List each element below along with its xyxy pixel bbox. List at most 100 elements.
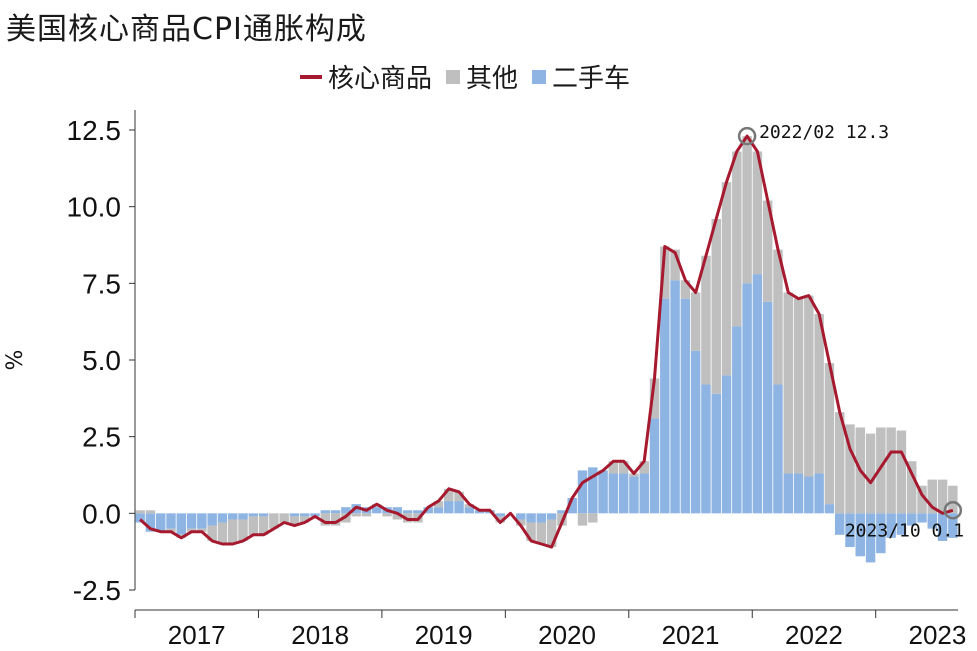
legend-item-used-cars: 二手车 bbox=[532, 58, 630, 95]
bar-used-cars bbox=[865, 513, 876, 563]
bar-other bbox=[711, 218, 721, 394]
bar-used-cars bbox=[701, 384, 711, 514]
bar-used-cars bbox=[783, 473, 793, 514]
bar-other bbox=[762, 200, 773, 302]
bar-used-cars bbox=[629, 476, 639, 514]
bar-used-cars bbox=[690, 350, 701, 514]
bar-used-cars bbox=[793, 473, 804, 514]
bar-used-cars bbox=[207, 513, 217, 526]
bar-used-cars bbox=[372, 507, 382, 514]
bar-other bbox=[834, 412, 845, 514]
legend-label: 其他 bbox=[466, 64, 519, 94]
annotation-label: 2022/02 12.3 bbox=[759, 122, 889, 143]
bar-other bbox=[351, 513, 361, 517]
bar-used-cars bbox=[660, 298, 670, 514]
bar-used-cars bbox=[721, 375, 732, 514]
bar-used-cars bbox=[618, 473, 629, 514]
x-tick-label: 2019 bbox=[415, 620, 473, 650]
bar-used-cars bbox=[577, 470, 588, 514]
chart-title: 美国核心商品CPI通胀构成 bbox=[6, 12, 367, 47]
y-tick-label: 5.0 bbox=[82, 345, 121, 376]
bar-used-cars bbox=[197, 513, 207, 529]
bar-other bbox=[608, 461, 619, 474]
bar-used-cars bbox=[176, 513, 187, 535]
bar-used-cars bbox=[588, 467, 598, 514]
bar-other bbox=[444, 488, 454, 502]
x-tick-label: 2018 bbox=[291, 620, 349, 650]
x-tick-label: 2021 bbox=[662, 620, 720, 650]
bar-other bbox=[135, 510, 145, 514]
bar-other bbox=[824, 363, 835, 505]
x-tick-label: 2022 bbox=[785, 620, 843, 650]
bar-other bbox=[454, 491, 464, 502]
bar-other bbox=[577, 513, 588, 526]
bar-other bbox=[546, 519, 557, 548]
bar-other bbox=[701, 255, 711, 385]
bar-other bbox=[783, 292, 793, 474]
legend-label: 二手车 bbox=[552, 64, 631, 94]
annotation-label: 2023/10 0.1 bbox=[845, 520, 964, 541]
bar-used-cars bbox=[886, 513, 896, 538]
bar-used-cars bbox=[773, 384, 783, 514]
bar-used-cars bbox=[155, 513, 166, 532]
bar-used-cars bbox=[238, 513, 248, 520]
legend-swatch-blue bbox=[532, 69, 547, 84]
legend-item-other: 其他 bbox=[446, 58, 518, 95]
bar-other bbox=[320, 513, 331, 526]
bar-other bbox=[660, 246, 670, 299]
bar-used-cars bbox=[567, 498, 577, 514]
bar-other bbox=[752, 151, 763, 275]
bar-used-cars bbox=[330, 510, 341, 514]
bar-used-cars bbox=[906, 513, 917, 526]
bar-other bbox=[330, 513, 341, 526]
bar-other bbox=[721, 182, 732, 376]
bar-other bbox=[269, 513, 279, 529]
annotation-marker bbox=[737, 126, 757, 146]
bar-other bbox=[186, 528, 197, 532]
bar-used-cars bbox=[639, 473, 649, 514]
x-tick-label: 2017 bbox=[168, 620, 226, 650]
bar-used-cars bbox=[495, 513, 505, 517]
bar-used-cars bbox=[444, 501, 454, 514]
bar-used-cars bbox=[927, 513, 938, 529]
bar-used-cars bbox=[526, 513, 536, 523]
bar-other bbox=[948, 485, 958, 514]
bar-used-cars bbox=[804, 476, 814, 514]
bar-used-cars bbox=[454, 501, 464, 514]
x-tick-label: 2023 bbox=[909, 620, 967, 650]
bar-used-cars bbox=[289, 513, 300, 517]
bar-other bbox=[289, 516, 300, 526]
bar-used-cars bbox=[166, 513, 176, 529]
bar-other bbox=[886, 427, 896, 514]
bar-other bbox=[361, 513, 372, 517]
bar-used-cars bbox=[680, 298, 691, 514]
bar-used-cars bbox=[413, 510, 423, 514]
annotation-marker bbox=[943, 501, 963, 520]
bar-other bbox=[906, 461, 917, 514]
bar-used-cars bbox=[433, 507, 444, 514]
bar-used-cars bbox=[855, 513, 866, 557]
bar-used-cars bbox=[300, 513, 310, 517]
bar-used-cars bbox=[145, 513, 156, 532]
bar-other bbox=[145, 510, 156, 514]
bar-other bbox=[773, 249, 783, 385]
bar-other bbox=[536, 522, 547, 544]
bar-used-cars bbox=[536, 513, 547, 523]
bar-other bbox=[258, 516, 269, 535]
bar-used-cars bbox=[814, 473, 824, 514]
y-tick-label: -2.5 bbox=[73, 575, 121, 606]
bar-other bbox=[217, 522, 228, 544]
bar-other bbox=[300, 516, 310, 523]
bar-used-cars bbox=[258, 513, 269, 517]
bar-used-cars bbox=[217, 513, 228, 523]
bar-used-cars bbox=[464, 507, 475, 514]
bar-used-cars bbox=[402, 510, 413, 514]
bar-other bbox=[896, 430, 907, 514]
bar-other bbox=[629, 473, 639, 477]
bar-other bbox=[680, 280, 691, 299]
bar-used-cars bbox=[248, 513, 259, 517]
bar-other bbox=[649, 378, 660, 419]
bar-used-cars bbox=[608, 473, 619, 514]
bar-other bbox=[732, 151, 742, 327]
bar-used-cars bbox=[762, 301, 773, 514]
